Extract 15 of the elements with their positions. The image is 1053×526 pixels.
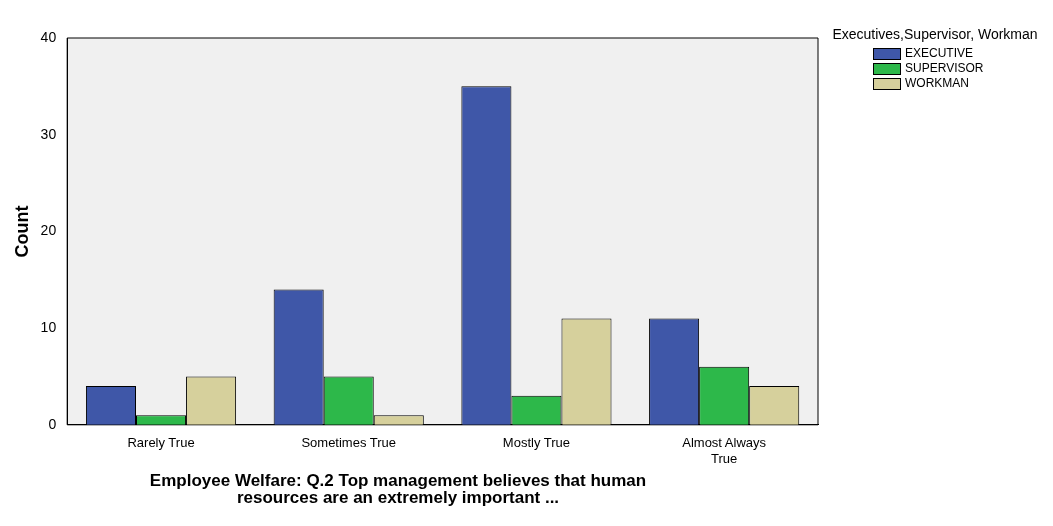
x-tick-label: Almost Always True (682, 435, 767, 466)
legend-title: Executives,Supervisor, Workman (831, 26, 1039, 42)
y-tick-label: 10 (40, 318, 57, 335)
y-tick-label: 40 (40, 28, 57, 45)
legend-label: SUPERVISOR (904, 61, 985, 76)
y-tick-label: 30 (40, 125, 57, 142)
x-tick-label: Rarely True (127, 435, 195, 451)
y-tick-label: 20 (40, 222, 57, 239)
y-tick-label: 0 (48, 415, 57, 432)
y-axis-title: Count (11, 205, 32, 258)
x-tick-label: Sometimes True (301, 435, 397, 451)
legend-label: WORKMAN (904, 76, 970, 91)
x-tick-label: Mostly True (502, 435, 571, 451)
legend-label: EXECUTIVE (904, 46, 974, 61)
x-axis-title: Employee Welfare: Q.2 Top management believes that human resources are an extremely important ... (148, 471, 648, 507)
